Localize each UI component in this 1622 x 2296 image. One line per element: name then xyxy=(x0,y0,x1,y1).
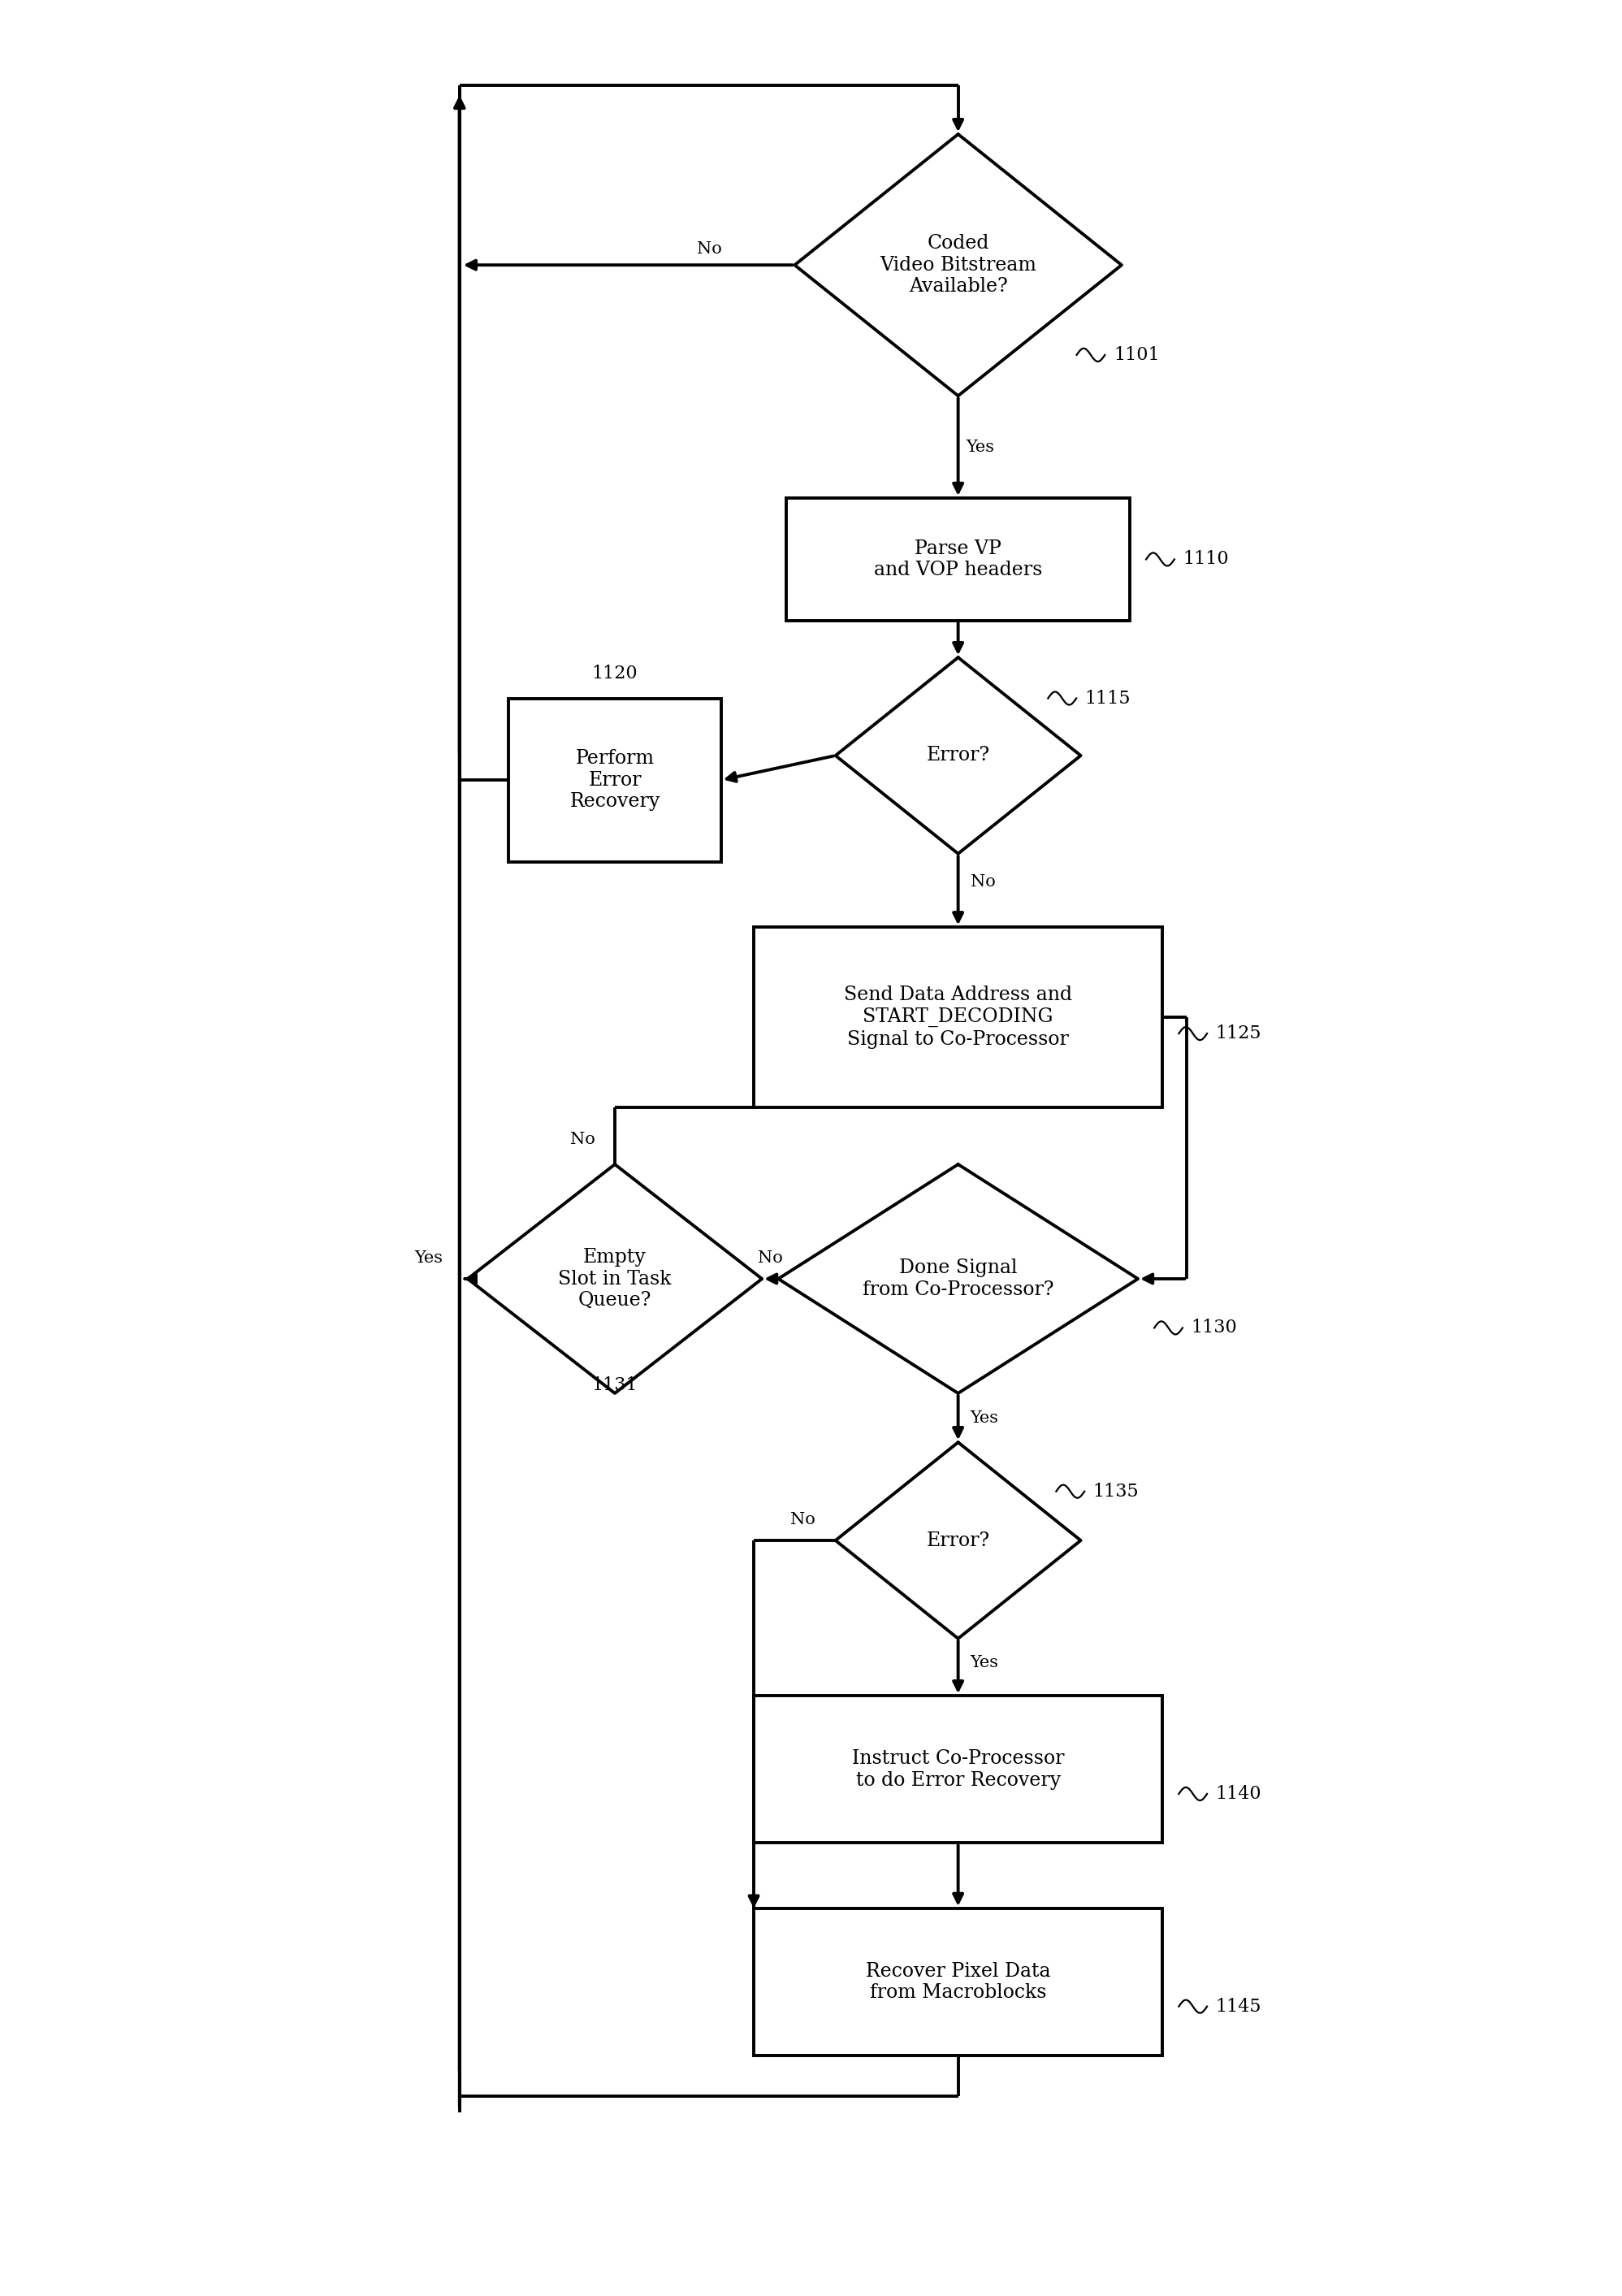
Text: 1115: 1115 xyxy=(1085,689,1131,707)
Text: 1135: 1135 xyxy=(1093,1483,1139,1499)
Text: Instruct Co-Processor
to do Error Recovery: Instruct Co-Processor to do Error Recove… xyxy=(852,1750,1064,1789)
Text: No: No xyxy=(790,1513,816,1527)
Bar xyxy=(754,1908,1163,2055)
Text: No: No xyxy=(757,1251,783,1265)
Text: 1110: 1110 xyxy=(1182,551,1229,569)
Text: Yes: Yes xyxy=(967,439,994,455)
Text: 1145: 1145 xyxy=(1215,1998,1262,2016)
Bar xyxy=(509,698,722,861)
Text: 1130: 1130 xyxy=(1191,1318,1238,1336)
Text: Parse VP
and VOP headers: Parse VP and VOP headers xyxy=(874,540,1043,579)
Text: 1131: 1131 xyxy=(592,1375,637,1394)
Text: Empty
Slot in Task
Queue?: Empty Slot in Task Queue? xyxy=(558,1247,672,1309)
Text: No: No xyxy=(696,241,722,257)
Text: Error?: Error? xyxy=(926,1531,989,1550)
Bar xyxy=(754,1697,1163,1844)
Text: Yes: Yes xyxy=(970,1410,999,1426)
Text: 1120: 1120 xyxy=(592,666,637,682)
Text: Yes: Yes xyxy=(415,1251,443,1265)
Text: Yes: Yes xyxy=(970,1655,999,1671)
Text: No: No xyxy=(569,1132,595,1148)
Text: Coded
Video Bitstream
Available?: Coded Video Bitstream Available? xyxy=(879,234,1036,296)
Text: 1140: 1140 xyxy=(1215,1784,1262,1802)
Text: 1125: 1125 xyxy=(1215,1024,1262,1042)
Text: Send Data Address and
START_DECODING
Signal to Co-Processor: Send Data Address and START_DECODING Sig… xyxy=(843,985,1072,1049)
Text: Error?: Error? xyxy=(926,746,989,765)
Text: No: No xyxy=(970,875,996,891)
Text: Done Signal
from Co-Processor?: Done Signal from Co-Processor? xyxy=(863,1258,1054,1300)
Bar xyxy=(754,928,1163,1107)
Text: 1101: 1101 xyxy=(1113,347,1160,363)
Text: Perform
Error
Recovery: Perform Error Recovery xyxy=(569,748,660,810)
Text: Recover Pixel Data
from Macroblocks: Recover Pixel Data from Macroblocks xyxy=(866,1961,1051,2002)
Bar xyxy=(787,498,1131,620)
